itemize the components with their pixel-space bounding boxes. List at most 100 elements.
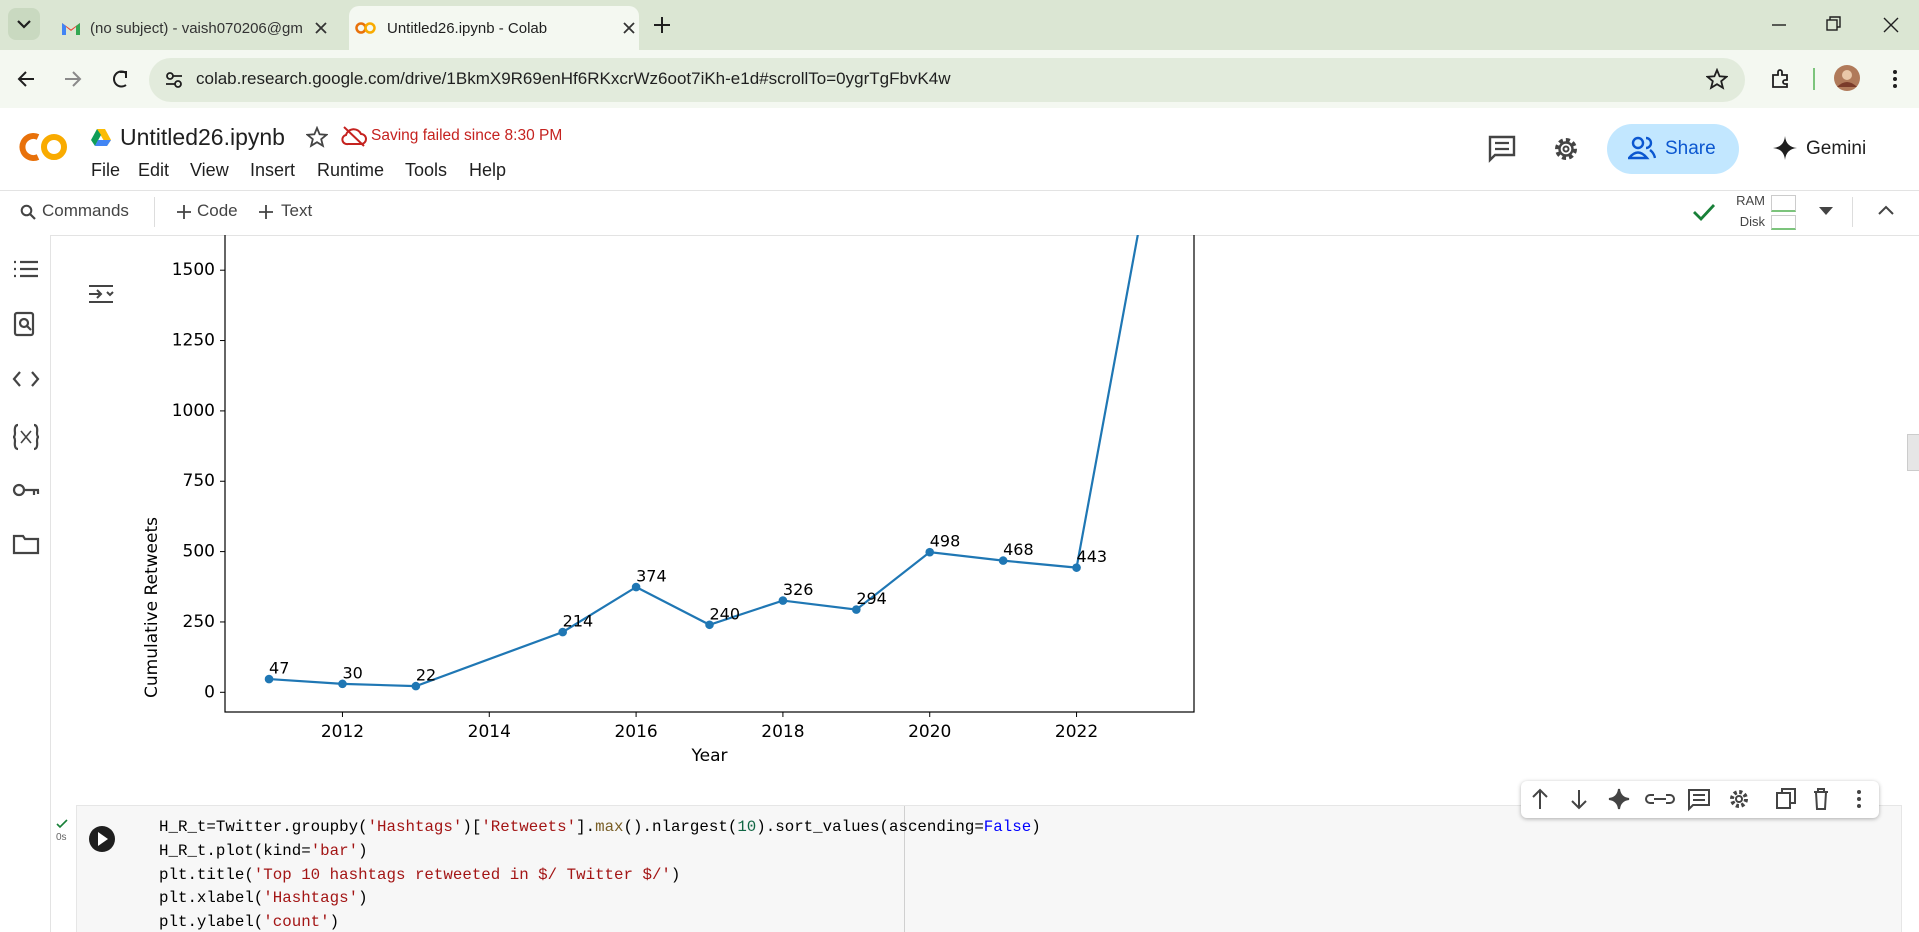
sidebar-icons[interactable]: [12, 255, 40, 555]
tab-close[interactable]: [622, 21, 636, 35]
data-point: [631, 582, 641, 592]
add-text-button[interactable]: Text: [281, 201, 313, 220]
tab-search[interactable]: [8, 8, 40, 40]
menu-item[interactable]: Tools: [405, 160, 448, 180]
address-bar[interactable]: [149, 58, 1745, 102]
window-controls[interactable]: [1770, 16, 1910, 34]
cell-toolbar-icons[interactable]: [1521, 781, 1879, 818]
share-button[interactable]: [1607, 124, 1739, 174]
menu-item[interactable]: Help: [469, 160, 507, 180]
x-tick-label: 2014: [468, 722, 511, 742]
cell-status: 0s: [56, 832, 67, 843]
tab-close[interactable]: [314, 21, 328, 35]
url: colab.research.google.com/drive/1BkmX9R6…: [196, 69, 951, 88]
string-token: 'Hashtags': [367, 818, 463, 836]
gemini-icon[interactable]: [1773, 136, 1797, 160]
disk-meter: [1771, 215, 1796, 230]
data-label: 47: [269, 659, 289, 678]
string-token: 'Retweets': [481, 818, 577, 836]
divider: [154, 197, 155, 227]
x-tick-label: 2020: [908, 722, 951, 742]
data-point: [338, 679, 347, 689]
data-line: [268, 235, 1139, 688]
avatar[interactable]: [1834, 65, 1860, 91]
resources-dropdown[interactable]: [1819, 207, 1833, 216]
y-tick-label: 1000: [172, 401, 215, 421]
data-label: 294: [856, 589, 887, 608]
menu-item[interactable]: Insert: [250, 160, 296, 180]
tab-strip: [0, 0, 1919, 50]
data-point: [264, 674, 274, 684]
extensions[interactable]: [1770, 68, 1792, 90]
data-point: [852, 605, 861, 614]
site-info[interactable]: [164, 70, 184, 90]
output-toggle[interactable]: [89, 285, 114, 303]
nav-buttons[interactable]: [16, 68, 146, 90]
data-label: 443: [1077, 547, 1108, 566]
code-cell[interactable]: H_R_t=Twitter.groupby('Hashtags')['Retwe…: [76, 805, 1902, 932]
y-tick-label: 250: [183, 612, 215, 632]
x-tick-label: 2022: [1055, 722, 1098, 742]
colab-logo[interactable]: [18, 131, 72, 163]
code-line: H_R_t.plot(kind='bar'): [159, 841, 368, 860]
add-code-button[interactable]: Code: [197, 201, 238, 220]
share-label: Share: [1665, 138, 1716, 159]
commands-button[interactable]: Commands: [42, 201, 129, 220]
comments[interactable]: [1488, 135, 1516, 163]
disk-label: Disk: [1739, 214, 1765, 229]
data-point: [411, 681, 421, 691]
code-line: plt.xlabel('Hashtags'): [159, 889, 368, 908]
data-point: [705, 620, 714, 630]
ram-label: RAM: [1736, 193, 1765, 208]
y-tick-label: 0: [204, 682, 215, 702]
menu-item[interactable]: View: [190, 160, 229, 180]
plot-area: [264, 235, 1139, 691]
data-point: [778, 596, 788, 605]
y-tick-label: 500: [183, 542, 215, 562]
notebook-title[interactable]: Untitled26.ipynb: [120, 124, 285, 150]
y-tick-label: 1500: [172, 260, 215, 280]
tab[interactable]: (no subject) - vaish070206@gm: [49, 6, 340, 50]
data-point: [1072, 563, 1081, 572]
search-icon: [20, 204, 36, 220]
save-status[interactable]: Saving failed since 8:30 PM: [371, 127, 563, 144]
gemini-label[interactable]: Gemini: [1806, 138, 1867, 159]
string-token: 'Hashtags': [263, 889, 359, 908]
data-label: 326: [783, 580, 814, 599]
collapse-toolbar[interactable]: [1878, 205, 1894, 215]
connected-check: [1693, 204, 1716, 222]
bookmark-star[interactable]: [1706, 68, 1728, 90]
string-token: 'Top 10 hashtags retweeted in $/ Twitter…: [253, 865, 671, 884]
save-failed-icon: [341, 126, 367, 147]
divider: [1813, 68, 1815, 90]
data-label: 468: [1003, 540, 1034, 559]
data-point: [558, 627, 567, 637]
drive-icon: [91, 129, 111, 146]
x-tick-label: 2012: [321, 722, 364, 742]
settings[interactable]: [1552, 135, 1580, 163]
data-label: 22: [416, 666, 436, 685]
new-tab[interactable]: [653, 16, 671, 34]
plus-icon: [177, 205, 191, 219]
run-button[interactable]: [77, 806, 137, 866]
tab-active[interactable]: Untitled26.ipynb - Colab: [349, 6, 639, 50]
chart: 0 250 500 750 1000 1250 1500 2012 2014 2016 2018 20…: [89, 235, 1195, 766]
star-notebook[interactable]: [306, 126, 328, 148]
notebook-toolbar: [0, 190, 1919, 236]
menu-item[interactable]: File: [91, 160, 121, 180]
tab-title: Untitled26.ipynb - Colab: [387, 19, 548, 37]
data-label: 214: [563, 612, 594, 631]
y-tick-label: 1250: [172, 331, 215, 351]
menu-item[interactable]: Runtime: [317, 160, 385, 180]
data-point: [998, 556, 1008, 565]
keyword-token: False: [983, 818, 1032, 836]
share-icon: [1628, 136, 1656, 160]
data-label: 240: [710, 604, 741, 623]
axes-frame: [224, 235, 1195, 713]
menu-item[interactable]: Edit: [138, 160, 170, 180]
cell-status-check: [56, 819, 68, 829]
browser-menu[interactable]: [1890, 68, 1900, 90]
plus-icon: [259, 205, 273, 219]
scrollbar-thumb[interactable]: [1907, 434, 1919, 471]
